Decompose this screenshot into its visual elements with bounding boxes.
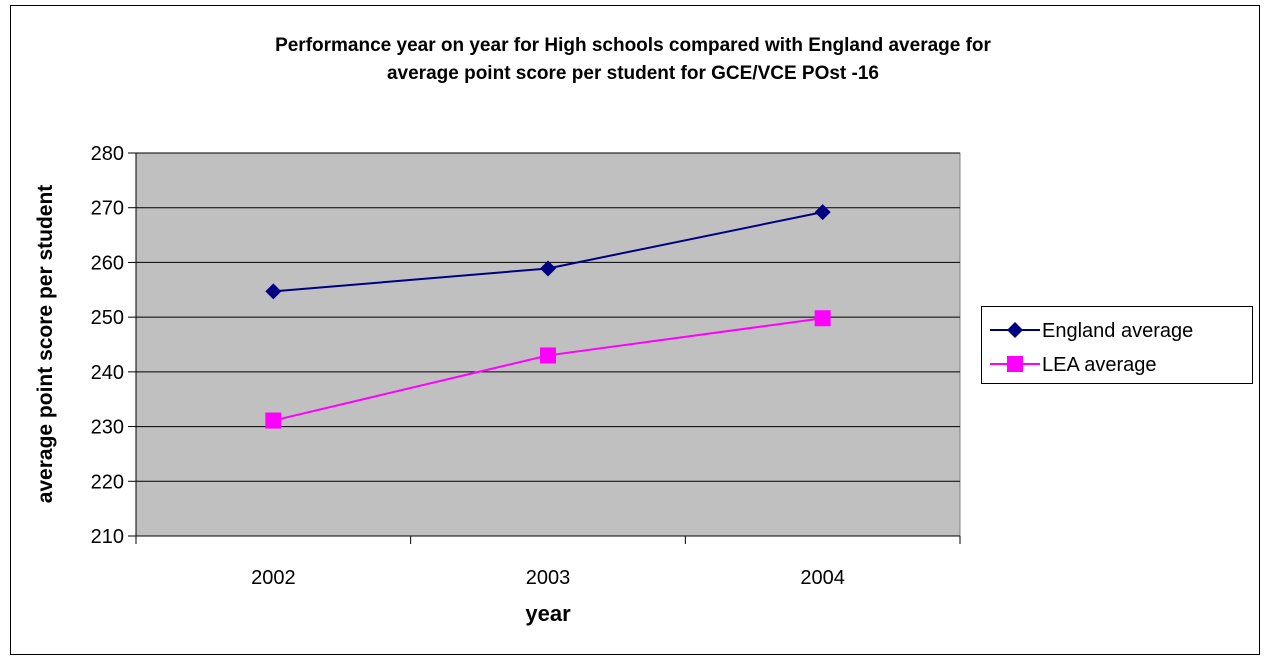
y-axis-label: average point score per student xyxy=(34,185,57,504)
legend-label-england-average: England average xyxy=(1042,320,1194,342)
legend-label-lea-average: LEA average xyxy=(1042,354,1157,376)
chart-title-line-2: average point score per student for GCE/… xyxy=(387,63,879,84)
y-tick-label: 280 xyxy=(91,143,124,165)
y-tick-label: 270 xyxy=(91,198,124,220)
x-axis-label: year xyxy=(525,601,571,626)
chart-title-line-1: Performance year on year for High school… xyxy=(275,35,991,56)
y-tick-label: 260 xyxy=(91,252,124,274)
y-tick-labels: 210 220 230 240 250 260 270 280 xyxy=(91,143,124,548)
y-tick-label: 220 xyxy=(91,471,124,493)
y-tick-label: 230 xyxy=(91,417,124,439)
x-tick-labels: 2002 2003 2004 xyxy=(251,567,845,589)
data-point-0 xyxy=(814,204,831,221)
data-point-1 xyxy=(814,310,831,327)
x-tick-label: 2003 xyxy=(526,567,571,589)
data-point-0 xyxy=(540,260,556,277)
series-layer xyxy=(265,204,831,429)
plot-area xyxy=(135,152,961,537)
x-tick-label: 2002 xyxy=(251,567,296,589)
data-point-0 xyxy=(265,283,282,300)
y-tick-label: 240 xyxy=(91,362,124,384)
legend-swatch-england-average xyxy=(990,322,1040,338)
data-point-1 xyxy=(540,347,556,364)
data-point-1 xyxy=(265,412,282,429)
axes xyxy=(128,152,961,544)
legend-item-lea-average: LEA average xyxy=(982,349,1252,379)
legend-item-england-average: England average xyxy=(982,315,1252,345)
x-tick-label: 2004 xyxy=(800,567,845,589)
legend-swatch-lea-average xyxy=(990,356,1040,372)
legend: England average LEA average xyxy=(981,306,1253,384)
y-tick-label: 210 xyxy=(91,526,124,548)
y-tick-label: 250 xyxy=(91,307,124,329)
